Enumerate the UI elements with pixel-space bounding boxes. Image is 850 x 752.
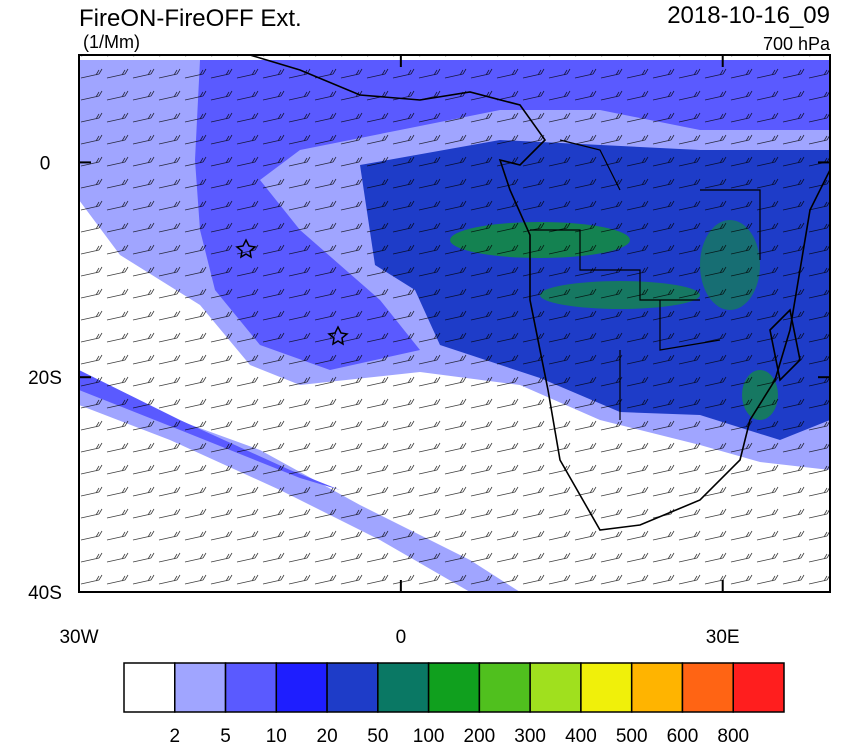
colorbar-box bbox=[123, 662, 176, 713]
colorbar-box bbox=[224, 662, 278, 713]
colorbar-label: 500 bbox=[616, 726, 648, 747]
colorbar-box bbox=[427, 662, 481, 713]
valid-time: 2018-10-16_09 bbox=[667, 2, 830, 29]
map-frame bbox=[78, 54, 831, 593]
colorbar: 2 5 10 20 50 100 200 300 400 500 600 800 bbox=[123, 662, 785, 747]
lat-label: 0 bbox=[40, 153, 51, 174]
colorbar-box bbox=[732, 662, 785, 713]
colorbar-label: 5 bbox=[220, 726, 231, 747]
lat-label: 40S bbox=[28, 583, 62, 604]
colorbar-label: 10 bbox=[266, 726, 287, 747]
colorbar-box bbox=[529, 662, 582, 713]
colorbar-label: 800 bbox=[717, 726, 749, 747]
colorbar-box bbox=[174, 662, 227, 713]
colorbar-label: 400 bbox=[565, 726, 597, 747]
colorbar-box bbox=[630, 662, 684, 713]
colorbar-label: 200 bbox=[464, 726, 496, 747]
site-marker bbox=[327, 325, 349, 346]
map-field bbox=[79, 55, 830, 592]
wind-barbs bbox=[79, 55, 830, 592]
title: FireON-FireOFF Ext. bbox=[79, 5, 302, 32]
lon-label: 30E bbox=[706, 627, 740, 648]
colorbar-box bbox=[326, 662, 379, 713]
colorbar-label: 50 bbox=[367, 726, 388, 747]
lon-label: 30W bbox=[59, 627, 98, 648]
units: (1/Mm) bbox=[83, 32, 140, 52]
colorbar-box bbox=[275, 662, 328, 713]
axes: 30W 0 30E 0 20S 40S bbox=[28, 55, 830, 648]
colorbar-label: 600 bbox=[667, 726, 699, 747]
site-marker bbox=[235, 238, 257, 259]
colorbar-box bbox=[580, 662, 633, 713]
colorbar-box bbox=[681, 662, 734, 713]
colorbar-box bbox=[377, 662, 430, 713]
pressure-level: 700 hPa bbox=[763, 34, 831, 54]
lon-label: 0 bbox=[396, 627, 407, 648]
colorbar-label: 300 bbox=[514, 726, 546, 747]
lat-label: 20S bbox=[28, 368, 62, 389]
colorbar-label: 2 bbox=[169, 726, 180, 747]
colorbar-box bbox=[478, 662, 531, 713]
colorbar-label: 20 bbox=[317, 726, 338, 747]
colorbar-label: 100 bbox=[413, 726, 445, 747]
